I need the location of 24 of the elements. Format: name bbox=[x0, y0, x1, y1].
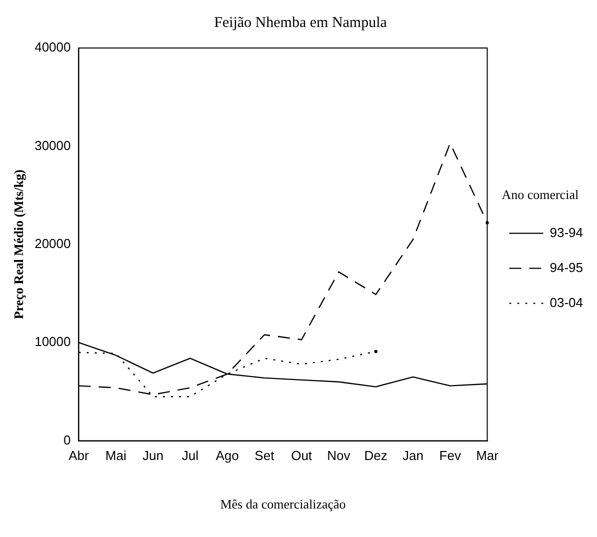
y-axis-title: Preço Real Médio (Mts/kg) bbox=[11, 170, 26, 320]
x-tick-label: Mai bbox=[105, 448, 126, 464]
x-tick-label: Jul bbox=[182, 448, 199, 464]
x-tick-label: Jan bbox=[402, 448, 424, 464]
x-tick-label: Out bbox=[291, 448, 312, 464]
x-tick-label: Dez bbox=[364, 448, 388, 464]
legend-label: 03-04 bbox=[550, 294, 583, 310]
y-tick-label: 0 bbox=[64, 432, 71, 448]
x-tick-label: Fev bbox=[439, 448, 462, 464]
x-tick-label: Mar bbox=[476, 448, 500, 464]
legend-label: 94-95 bbox=[550, 260, 583, 275]
y-tick-label: 20000 bbox=[34, 236, 71, 251]
x-tick-label: Abr bbox=[68, 448, 90, 464]
x-tick-label: Nov bbox=[327, 448, 351, 464]
x-axis-title: Mês da comercialização bbox=[220, 496, 346, 512]
x-tick-label: Jun bbox=[142, 448, 164, 464]
y-tick-label: 30000 bbox=[34, 138, 71, 153]
y-tick-label: 40000 bbox=[34, 40, 71, 55]
x-tick-label: Set bbox=[254, 448, 275, 464]
y-tick-label: 10000 bbox=[34, 334, 71, 350]
legend-label: 93-94 bbox=[550, 224, 583, 240]
x-tick-label: Ago bbox=[216, 448, 239, 464]
legend-title: Ano comercial bbox=[502, 187, 579, 202]
chart-title: Feijão Nhemba em Nampula bbox=[214, 14, 388, 31]
